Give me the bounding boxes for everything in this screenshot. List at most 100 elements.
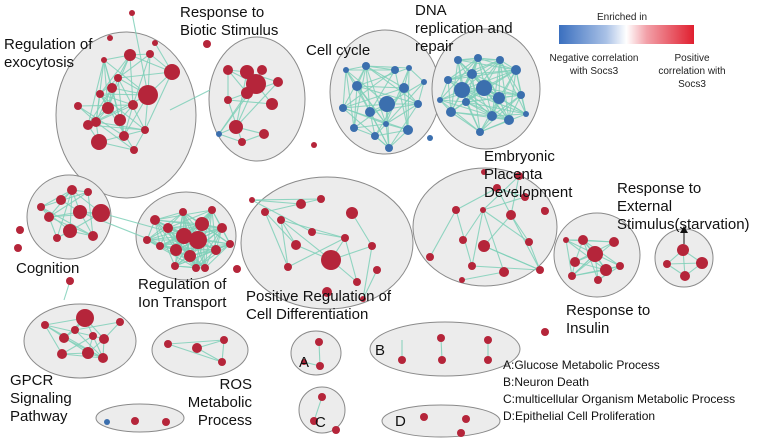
edge-placenta-8 <box>462 209 484 241</box>
edge-exocytosis-52 <box>99 93 146 131</box>
edge-cellcycle-17 <box>369 103 419 113</box>
node-celldiff-4 <box>322 287 332 297</box>
label-response-to-insulin: Response to Insulin <box>566 302 651 337</box>
node-iontransport-15 <box>192 264 200 272</box>
node-dna-4 <box>511 65 521 75</box>
node-exocytosis-8 <box>128 100 138 110</box>
node-b-4 <box>484 356 492 364</box>
edge-cognition-18 <box>48 191 89 218</box>
edge-biotic-8 <box>235 81 279 128</box>
edge-gpcr-18 <box>74 329 104 359</box>
edge-biotic-4 <box>235 71 248 128</box>
edge-insulin-9 <box>565 239 607 271</box>
node-exocytosis-13 <box>114 74 122 82</box>
edge-cellcycle-21 <box>403 87 409 131</box>
edge-iontransport-95 <box>204 209 213 269</box>
node-starvation-0 <box>677 244 689 256</box>
node-biotic-9 <box>238 138 246 146</box>
node-insulin-1 <box>600 264 612 276</box>
node-cognition-1 <box>73 205 87 219</box>
edge-celldiff-17 <box>362 269 378 300</box>
label-dna-replication-and-repair: DNA replication and repair <box>415 2 513 55</box>
key-item-c: C:multicellular Organism Metabolic Proce… <box>503 392 736 406</box>
node-iontransport-7 <box>150 215 160 225</box>
node-cellcycle-1 <box>352 81 362 91</box>
node-biotic-8 <box>259 129 269 139</box>
node-gpcr-2 <box>59 333 69 343</box>
edge-cellcycle-6 <box>345 69 388 105</box>
node-cellcycle-7 <box>350 124 358 132</box>
node-celldiff-12 <box>317 195 325 203</box>
node-dna-1 <box>476 80 492 96</box>
node-exocytosis-0 <box>138 85 158 105</box>
node-cognition-3 <box>56 195 66 205</box>
node-exocytosis-15 <box>74 102 82 110</box>
node-insulin-8 <box>563 237 569 243</box>
edge-iontransport-89 <box>195 227 223 269</box>
node-outer-2 <box>203 40 211 48</box>
edge-celldiff-6 <box>251 199 302 205</box>
edge-cellcycle-29 <box>394 69 409 131</box>
edge-cellcycle-52 <box>365 65 387 125</box>
node-misc-0 <box>131 417 139 425</box>
label-cognition: Cognition <box>16 260 80 277</box>
node-gpcr-0 <box>76 309 94 327</box>
label-ros-metabolic-process: ROS Metabolic Process <box>187 376 252 429</box>
node-c-1 <box>310 417 318 425</box>
edge-dna-59 <box>465 101 510 121</box>
node-cellcycle-9 <box>414 100 422 108</box>
edge-placenta-10 <box>482 209 530 243</box>
edge-iontransport-105 <box>204 243 231 269</box>
node-iontransport-10 <box>208 206 216 214</box>
edge-celldiff-5 <box>351 212 373 247</box>
edge-dna-86 <box>499 59 522 96</box>
node-cognition-0 <box>92 204 110 222</box>
node-exocytosis-5 <box>114 114 126 126</box>
edge-celldiff-10 <box>344 237 358 283</box>
node-insulin-3 <box>578 235 588 245</box>
edge-exocytosis-45 <box>99 93 134 106</box>
label-cluster-a: A <box>299 354 310 371</box>
node-iontransport-12 <box>143 236 151 244</box>
label-response-to-external-stimulus-starvation: Response to External Stimulus(starvation… <box>617 180 750 233</box>
node-dna-9 <box>454 56 462 64</box>
legend-color-bar <box>559 25 694 44</box>
node-insulin-7 <box>616 262 624 270</box>
node-biotic-6 <box>257 65 267 75</box>
node-insulin-4 <box>609 237 619 247</box>
edge-celldiff-15 <box>287 237 346 268</box>
edge-gpcr-17 <box>61 335 94 355</box>
edge-placenta-11 <box>496 187 526 198</box>
cluster-ellipse-gpcr <box>23 303 137 379</box>
edge-c-0 <box>313 396 323 422</box>
node-d-0 <box>420 413 428 421</box>
node-placenta-0 <box>478 240 490 252</box>
node-placenta-8 <box>468 262 476 270</box>
cluster-ellipse-d <box>381 404 501 438</box>
edge-placenta-17 <box>471 209 484 267</box>
edge-exocytosis-51 <box>87 59 105 126</box>
edge-cellcycle-10 <box>356 85 419 105</box>
edge-cellcycle-9 <box>353 85 358 129</box>
edge-dna-65 <box>447 79 452 113</box>
edge-exocytosis-19 <box>99 54 131 95</box>
node-cognition-9 <box>37 203 45 211</box>
node-a-0 <box>315 338 323 346</box>
edge-celldiff-18 <box>264 198 322 213</box>
node-celldiff-6 <box>353 278 361 286</box>
node-iontransport-8 <box>217 223 227 233</box>
edge-extra-0 <box>131 12 149 96</box>
node-outer-5 <box>14 244 22 252</box>
label-embryonic-placenta-development: Embryonic Placenta Development <box>484 148 573 201</box>
node-biotic-5 <box>223 65 233 75</box>
node-placenta-5 <box>521 193 529 201</box>
node-celldiff-0 <box>321 250 341 270</box>
edge-exocytosis-49 <box>77 105 125 137</box>
node-cognition-2 <box>63 224 77 238</box>
node-biotic-3 <box>266 98 278 110</box>
edge-cellcycle-20 <box>345 69 371 113</box>
node-iontransport-11 <box>179 208 187 216</box>
edge-celldiff-19 <box>251 198 322 201</box>
node-exocytosis-4 <box>102 102 114 114</box>
node-exocytosis-7 <box>107 83 117 93</box>
